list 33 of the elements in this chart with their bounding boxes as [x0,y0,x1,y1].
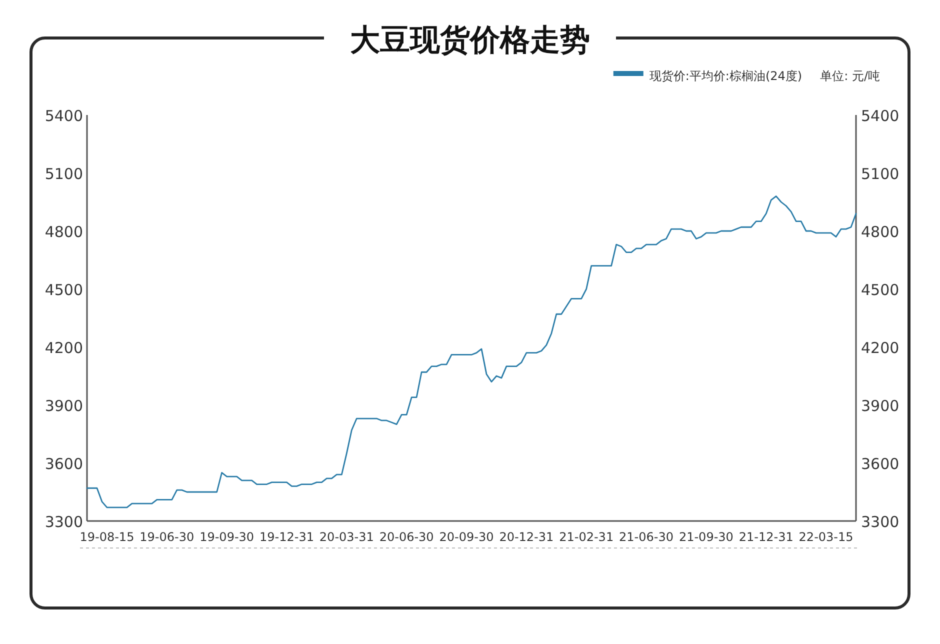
x-tick-label: 21-09-30 [678,530,734,544]
y2-tick-label: 3600 [861,455,900,473]
y2-tick-label: 5400 [861,107,900,125]
y2-tick-label: 4200 [861,339,900,357]
x-tick-label: 21-06-30 [619,530,674,544]
y-tick-label: 4800 [44,223,83,241]
x-tick-label: 20-03-31 [319,530,374,544]
x-tick-label: 20-09-30 [439,530,494,544]
y-tick-label: 3300 [44,513,83,531]
y2-tick-label: 3900 [861,397,900,415]
x-tick-label: 21-02-31 [559,530,614,544]
y2-tick-label: 4500 [861,281,900,299]
y-tick-label: 4500 [44,281,83,299]
x-tick-label: 21-12-31 [738,530,794,544]
line-series [86,196,857,508]
y-tick-label: 3600 [44,455,83,473]
y-tick-label: 3900 [44,397,83,415]
text: 单位: 元/吨 [820,69,880,83]
x-tick-label: 20-12-31 [499,530,554,544]
y-tick-label: 5400 [44,107,83,125]
y-tick-label: 4200 [44,339,83,357]
x-tick-label: 19-08-15 [80,530,134,544]
y2-tick-label: 3300 [861,513,900,531]
y-tick-label: 5100 [44,165,83,183]
x-tick-label: 22-03-15 [798,530,854,544]
x-tick-label: 19-09-30 [200,530,254,544]
legend-label: 现货价:平均价:棕榈油(24度) [649,69,802,83]
y2-tick-label: 5100 [861,165,900,183]
chart-title: 大豆现货价格走势 [350,23,590,58]
x-tick-label: 20-06-30 [379,530,434,544]
y2-tick-label: 4800 [861,223,900,241]
x-tick-label: 19-06-30 [140,530,194,544]
x-tick-label: 19-12-31 [260,530,314,544]
